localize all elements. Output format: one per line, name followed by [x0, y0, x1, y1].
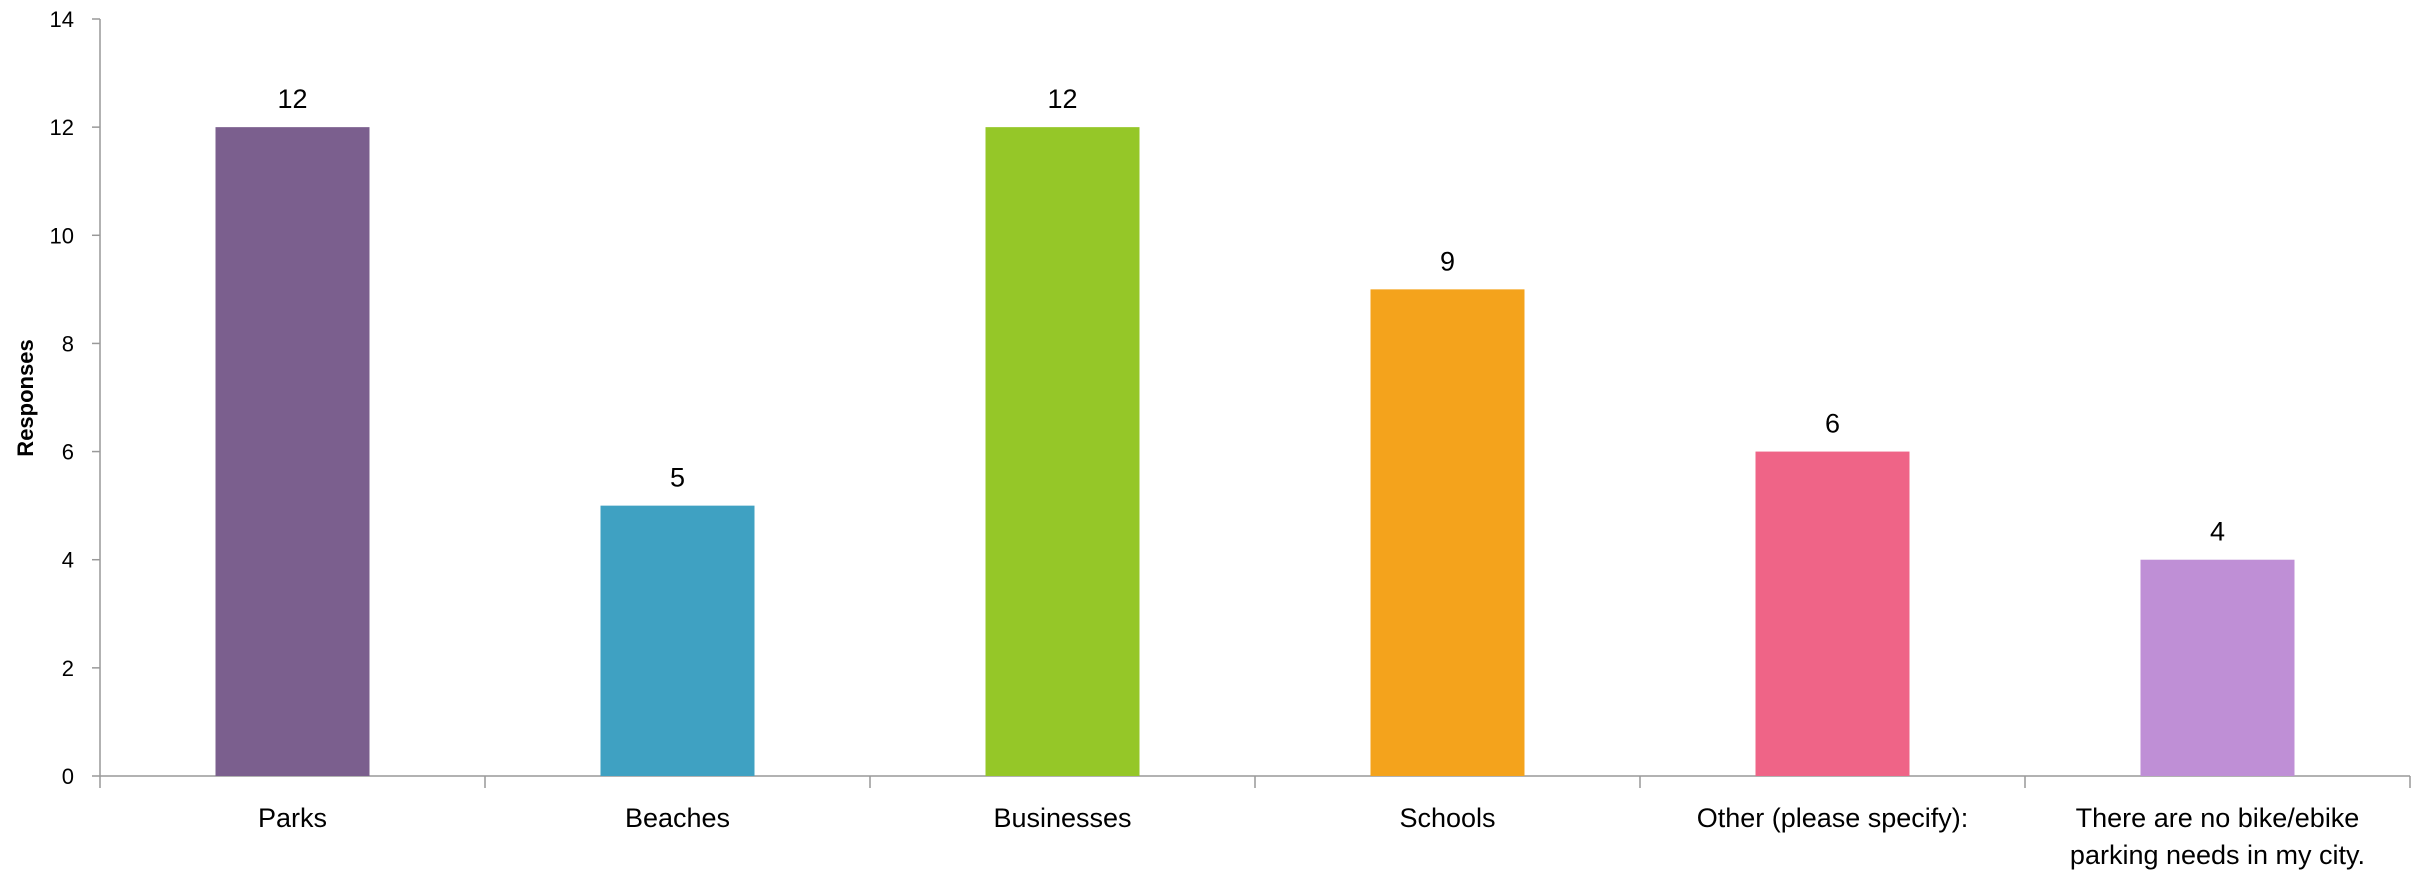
y-tick-label: 12 [50, 115, 74, 140]
x-tick-label: There are no bike/ebike parking needs in … [2070, 803, 2365, 870]
y-tick-label: 0 [62, 764, 74, 789]
bar [1755, 451, 1910, 776]
x-tick-label: Beaches [625, 803, 730, 833]
x-tick-label-line: Other (please specify): [1697, 803, 1969, 833]
bar [600, 505, 755, 776]
y-axis-title: Responses [13, 339, 38, 456]
x-tick-label: Schools [1399, 803, 1495, 833]
x-tick-label-line: Schools [1399, 803, 1495, 833]
x-tick-label-line: Beaches [625, 803, 730, 833]
y-tick-label: 14 [50, 7, 74, 32]
data-label: 12 [277, 84, 307, 114]
y-tick-label: 10 [50, 223, 74, 248]
x-tick-label: Businesses [993, 803, 1131, 833]
labels: 12 Parks 5 Beaches 12 Businesses 9 Schools 6 Othe… [258, 84, 2365, 870]
bar [1370, 289, 1525, 776]
x-tick-label-line: Parks [258, 803, 327, 833]
data-label: 12 [1047, 84, 1077, 114]
data-label: 6 [1825, 409, 1840, 439]
y-tick-label: 4 [62, 548, 74, 573]
data-label: 4 [2210, 517, 2225, 547]
x-tick-label-line: There are no bike/ebike [2076, 803, 2360, 833]
y-tick-label: 8 [62, 331, 74, 356]
data-label: 5 [670, 463, 685, 493]
bars [215, 127, 2295, 776]
axes: 0 2 4 6 8 10 12 14 [50, 7, 2411, 789]
x-tick-label: Parks [258, 803, 327, 833]
bar [2140, 559, 2295, 776]
y-tick-label: 2 [62, 656, 74, 681]
data-label: 9 [1440, 246, 1455, 276]
bar [985, 127, 1140, 776]
x-tick-label: Other (please specify): [1697, 803, 1969, 833]
bar [215, 127, 370, 776]
x-tick-label-line: parking needs in my city. [2070, 840, 2365, 870]
y-tick-label: 6 [62, 440, 74, 465]
x-tick-label-line: Businesses [993, 803, 1131, 833]
